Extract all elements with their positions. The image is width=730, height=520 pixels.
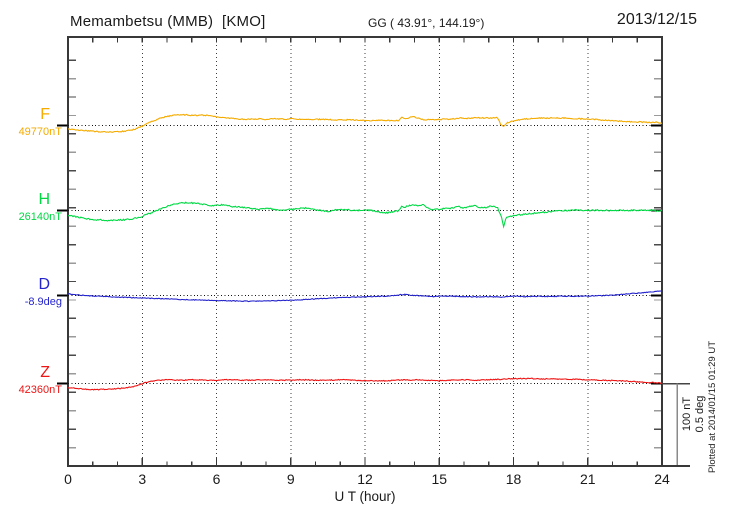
plot-date: 2013/12/15 [616,11,697,28]
series-letter-Z: Z [40,363,50,381]
x-tick-label-9: 9 [286,471,295,487]
trace-H [67,201,663,229]
x-tick-label-0: 0 [64,471,72,487]
series-base-value-D: -8.9deg [24,295,62,308]
scale-bar-labels: 100 nT 0.5 deg [681,392,707,436]
x-tick-label-12: 12 [357,471,373,487]
plot-frame [67,36,663,467]
series-letter-H: H [38,190,50,208]
x-tick-label-6: 6 [212,471,221,487]
scale-bar-deg-label: 0.5 deg [694,395,706,433]
x-axis-title: U T (hour) [334,489,396,504]
series-base-value-Z: 42360nT [18,383,62,396]
x-tick-label-21: 21 [579,471,596,487]
scale-bar-nt-label: 100 nT [681,396,693,432]
series-base-value-H: 26140nT [18,210,62,223]
x-tick-label-24: 24 [654,471,670,487]
x-tick-label-18: 18 [505,471,522,487]
plotted-at-stamp: Plotted at 2014/01/15 01:29 UT [707,340,718,474]
series-letter-D: D [38,275,50,293]
x-tick-label-15: 15 [431,471,448,487]
series-letter-F: F [40,105,50,123]
trace-Z [67,377,663,391]
station-title: Memambetsu (MMB) [KMO] [70,13,266,30]
trace-F [68,113,663,133]
trace-D [67,290,663,303]
geographic-coords: GG ( 43.91°, 144.19°) [368,16,485,30]
series-base-value-F: 49770nT [18,125,62,138]
x-tick-label-3: 3 [138,471,147,487]
